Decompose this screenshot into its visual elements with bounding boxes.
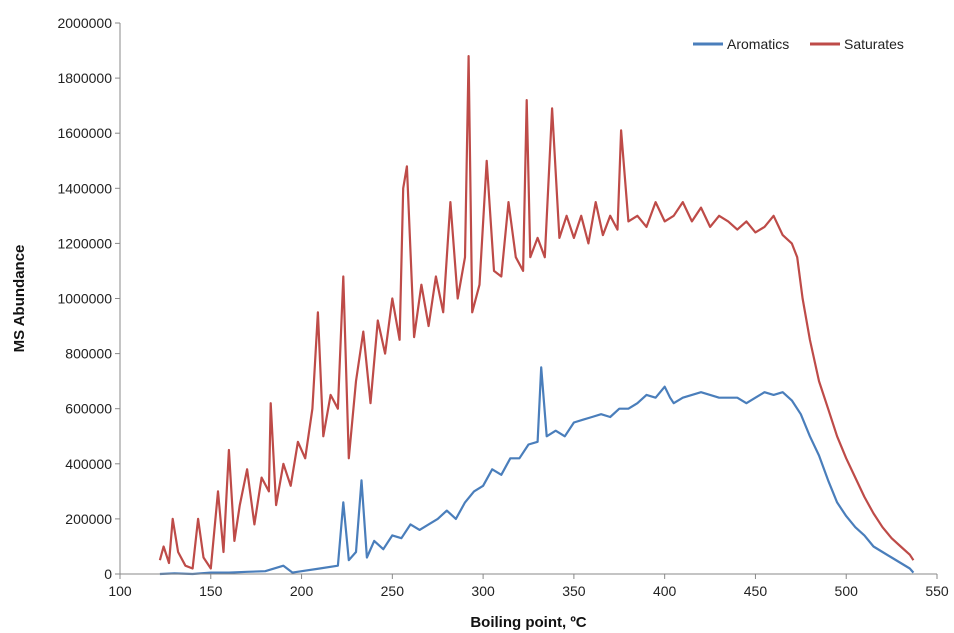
x-tick-label: 300: [471, 583, 495, 599]
x-tick-label: 100: [108, 583, 132, 599]
y-tick-label: 200000: [65, 511, 112, 527]
y-tick-label: 0: [104, 566, 112, 582]
y-tick-label: 1000000: [57, 291, 112, 307]
series-layer: [158, 55, 915, 576]
y-axis-ticks: 0 200000 400000 600000 800000 1000000 1200000 1…: [57, 15, 120, 582]
y-tick-label: 1800000: [57, 70, 112, 86]
y-tick-label: 400000: [65, 456, 112, 472]
series-line-saturates: [158, 55, 915, 570]
x-tick-label: 500: [835, 583, 859, 599]
legend-label-aromatics: Aromatics: [727, 36, 789, 52]
legend-label-saturates: Saturates: [844, 36, 904, 52]
y-tick-label: 800000: [65, 346, 112, 362]
x-tick-label: 150: [199, 583, 223, 599]
x-tick-label: 550: [925, 583, 949, 599]
y-tick-label: 1200000: [57, 235, 112, 251]
y-tick-label: 600000: [65, 401, 112, 417]
x-tick-label: 450: [744, 583, 768, 599]
x-axis-ticks: 100 150 200 250 300 350 400 450 500 550: [108, 574, 949, 599]
y-tick-label: 2000000: [57, 15, 112, 31]
x-axis-title: Boiling point, ºC: [470, 614, 586, 631]
y-tick-label: 1600000: [57, 125, 112, 141]
x-tick-label: 350: [562, 583, 586, 599]
x-tick-label: 250: [381, 583, 405, 599]
series-line-aromatics: [159, 366, 915, 576]
legend: Aromatics Saturates: [693, 36, 904, 52]
y-tick-label: 1400000: [57, 180, 112, 196]
y-axis-title: MS Abundance: [11, 245, 28, 353]
x-tick-label: 400: [653, 583, 677, 599]
x-tick-label: 200: [290, 583, 314, 599]
